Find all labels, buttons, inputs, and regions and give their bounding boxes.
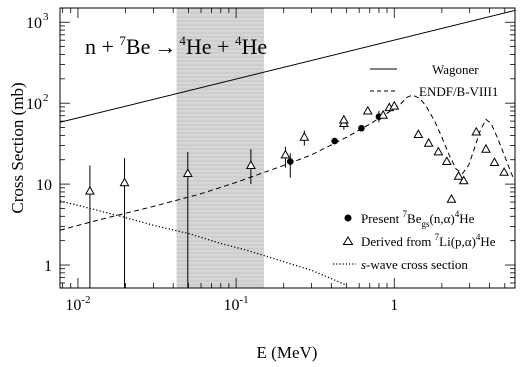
series-3-point bbox=[481, 143, 491, 153]
legend-present-sup1: 7 bbox=[403, 209, 408, 219]
legend-derived-end: He bbox=[480, 234, 495, 249]
legend-derived-mid: Li(p,α) bbox=[439, 234, 476, 249]
reaction-he2: He bbox=[241, 34, 267, 59]
series-3-point bbox=[458, 175, 469, 185]
y-tick-base: 10 bbox=[36, 177, 52, 194]
legend-wagoner-label: Wagoner bbox=[432, 62, 479, 77]
series-3-point bbox=[453, 170, 464, 180]
x-tick-label: 1 bbox=[390, 297, 398, 314]
series-3-point bbox=[413, 129, 424, 139]
y-tick-label: 10 bbox=[26, 15, 42, 32]
series-3-point bbox=[471, 126, 482, 136]
series-3-point bbox=[441, 156, 452, 166]
series-1-line bbox=[60, 94, 515, 231]
legend-present-label: Present 7Begs(n,α)4He bbox=[361, 209, 475, 229]
reaction-arrow: → bbox=[154, 34, 176, 59]
y-tick-label: 1 bbox=[44, 258, 52, 275]
legend-swave-s: s bbox=[361, 257, 366, 272]
series-3-point bbox=[119, 177, 130, 187]
reaction-sup-4b: 4 bbox=[235, 33, 242, 48]
legend-derived-sup1: 7 bbox=[435, 232, 440, 242]
series-3-point bbox=[423, 137, 434, 147]
y-tick-label: 10 bbox=[36, 177, 52, 194]
plot-frame bbox=[59, 7, 516, 289]
reaction-label: n + 7Be → 4He + 4He bbox=[85, 33, 267, 59]
legend-swave-rest: -wave cross section bbox=[366, 257, 468, 272]
series-3-point bbox=[362, 105, 373, 115]
series-0-line bbox=[60, 9, 515, 123]
legend-present-post: (n,α) bbox=[430, 211, 455, 226]
series-3-point bbox=[389, 100, 400, 110]
series-2-point bbox=[358, 124, 365, 132]
x-tick-label: 10-2 bbox=[65, 294, 90, 314]
series-3-point bbox=[338, 114, 349, 124]
legend-present-pre: Present bbox=[361, 211, 403, 226]
series-3-point bbox=[433, 146, 444, 156]
legend-derived-pre: Derived from bbox=[361, 234, 435, 249]
y-tick-label: 10 bbox=[26, 96, 42, 113]
y-tick-base: 10 bbox=[26, 15, 42, 32]
series-3-point bbox=[378, 109, 389, 119]
y-tick-exp: 2 bbox=[43, 92, 49, 104]
legend-present-sup2: 4 bbox=[455, 209, 460, 219]
series-layer bbox=[60, 9, 515, 288]
x-tick-base: 10 bbox=[224, 297, 240, 314]
reaction-he1: He + bbox=[186, 34, 235, 59]
reaction-n: n + bbox=[85, 34, 119, 59]
series-3-point bbox=[84, 185, 95, 195]
reaction-be: Be bbox=[126, 34, 150, 59]
legend-present-mid: Be bbox=[407, 211, 422, 226]
series-3-point bbox=[280, 149, 291, 159]
axis-ticks bbox=[60, 8, 515, 288]
x-tick-exp: -2 bbox=[81, 294, 90, 306]
reaction-sup-4a: 4 bbox=[179, 33, 186, 48]
series-2-point bbox=[331, 137, 338, 145]
y-tick-exp: 3 bbox=[43, 11, 49, 23]
series-3-point bbox=[182, 168, 193, 178]
legend-swave-label: s-wave cross section bbox=[361, 257, 468, 272]
y-tick-base: 1 bbox=[44, 258, 52, 275]
y-tick-base: 10 bbox=[26, 96, 42, 113]
legend-derived-marker bbox=[342, 236, 354, 245]
series-3-point bbox=[446, 193, 457, 203]
legend-present-sub: gs bbox=[421, 219, 430, 229]
legend-derived-sup2: 4 bbox=[476, 232, 481, 242]
y-axis-label: Cross Section (mb) bbox=[8, 82, 27, 213]
series-2-point bbox=[286, 158, 294, 165]
x-tick-base: 1 bbox=[390, 297, 398, 314]
legend-present-marker bbox=[344, 214, 352, 222]
series-3-point bbox=[245, 160, 256, 169]
series-3-point bbox=[299, 131, 310, 141]
legend-present-end: He bbox=[459, 211, 474, 226]
series-3-point bbox=[499, 166, 510, 176]
series-3-point bbox=[489, 157, 500, 166]
legend-endf-label: ENDF/B-VIII1 bbox=[419, 84, 498, 99]
x-tick-label: 10-1 bbox=[224, 294, 249, 314]
reaction-sup-7: 7 bbox=[119, 33, 126, 48]
series-4-line bbox=[60, 200, 347, 286]
x-tick-base: 10 bbox=[65, 297, 81, 314]
x-axis-label: E (MeV) bbox=[257, 343, 318, 362]
legend: Wagoner ENDF/B-VIII1 Present 7Begs(n,α)4… bbox=[333, 62, 498, 272]
x-tick-exp: -1 bbox=[240, 294, 249, 306]
legend-derived-label: Derived from 7Li(p,α)4He bbox=[361, 232, 496, 249]
shaded-region bbox=[176, 8, 264, 288]
